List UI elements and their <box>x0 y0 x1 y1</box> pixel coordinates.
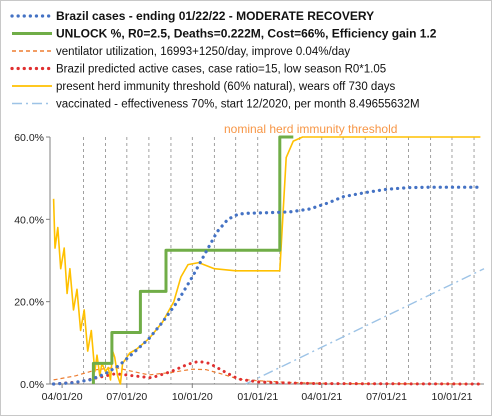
x-tick-label-4: 04/01/21 <box>301 391 342 403</box>
legend-label-cases: Brazil cases - ending 01/22/22 - MODERAT… <box>56 9 374 23</box>
legend-label-unlock: UNLOCK %, R0=2.5, Deaths=0.222M, Cost=66… <box>56 27 437 41</box>
legend-label-predicted: Brazil predicted active cases, case rati… <box>56 64 386 76</box>
series-line-herd <box>52 136 481 385</box>
x-tick-label-3: 01/01/21 <box>237 391 278 403</box>
series-lines <box>51 135 485 386</box>
legend: Brazil cases - ending 01/22/22 - MODERAT… <box>10 9 437 111</box>
series-line-cases <box>51 185 482 386</box>
x-tick-label-6: 10/01/21 <box>432 391 473 403</box>
series-line-predicted <box>52 359 482 386</box>
x-tick-label-5: 07/01/21 <box>366 391 407 403</box>
legend-label-ventilator: ventilator utilization, 16993+1250/day, … <box>56 46 350 58</box>
x-tick-label-0: 04/01/20 <box>42 391 83 403</box>
series-line-vaccinated <box>245 268 485 385</box>
axes: 0.0% 20.0% 40.0% 60.0% 04/01/20 07/01/20 10/01… <box>14 132 484 403</box>
legend-label-vaccinated: vaccinated - effectiveness 70%, start 12… <box>56 99 420 111</box>
y-tick-label-0: 0.0% <box>20 379 44 391</box>
x-tick-label-1: 07/01/20 <box>106 391 147 403</box>
annotation: nominal herd immunity threshold <box>224 122 397 136</box>
x-tick-label-2: 10/01/20 <box>172 391 213 403</box>
grid-lines <box>83 137 475 384</box>
y-tick-label-3: 60.0% <box>14 132 44 144</box>
legend-label-herd: present herd immunity threshold (60% nat… <box>56 81 395 93</box>
annotation-herd-threshold: nominal herd immunity threshold <box>224 122 397 136</box>
y-tick-label-2: 40.0% <box>14 214 44 226</box>
series-line-unlock <box>91 135 294 384</box>
y-tick-label-1: 20.0% <box>14 297 44 309</box>
